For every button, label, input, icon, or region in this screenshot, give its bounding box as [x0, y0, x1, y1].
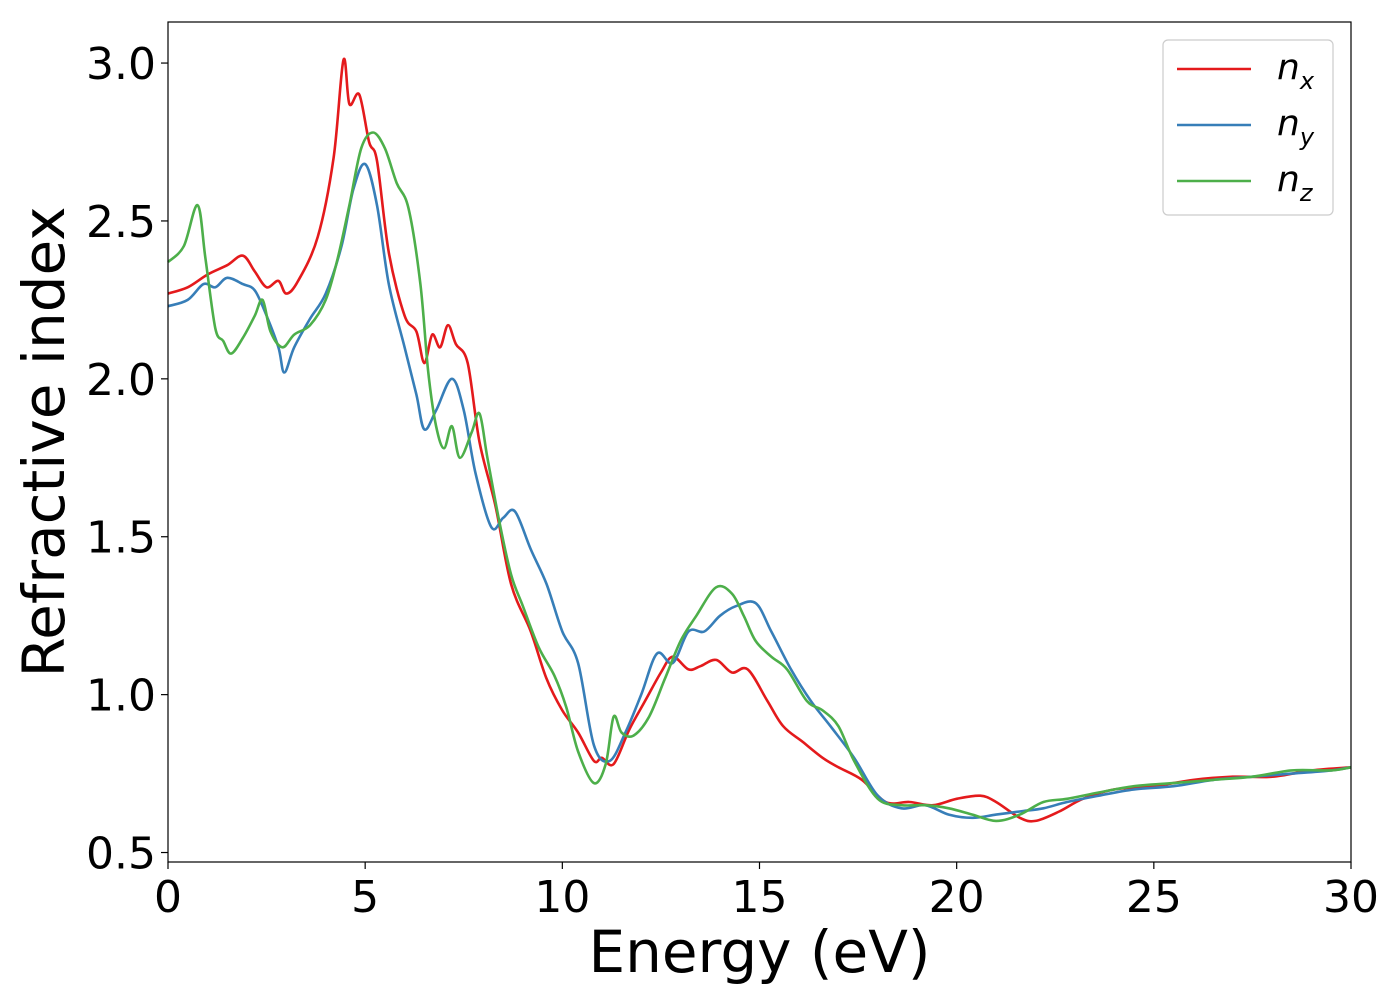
legend-label: nx: [1277, 47, 1315, 95]
x-tick-label: 30: [1323, 872, 1379, 923]
series-line-x: [167, 57, 1352, 823]
y-tick-label: 3.0: [86, 39, 156, 90]
legend-label: nz: [1277, 159, 1314, 207]
x-axis-title: Energy (eV): [588, 918, 930, 986]
y-tick-label: 2.0: [86, 355, 156, 406]
series-line-y: [167, 162, 1352, 820]
y-axis-ticks: 0.5 1.0 1.5 2.0 2.5 3.0: [86, 39, 168, 880]
x-tick-label: 5: [351, 872, 379, 923]
legend: nx ny nz: [1162, 39, 1334, 216]
legend-item-z: nz: [1177, 159, 1314, 207]
x-tick-label: 25: [1126, 872, 1182, 923]
y-tick-label: 2.5: [86, 197, 156, 248]
plot-lines: [167, 57, 1352, 823]
legend-item-y: ny: [1177, 103, 1315, 151]
x-tick-label: 20: [929, 872, 985, 923]
x-tick-label: 10: [534, 872, 590, 923]
series-line-z: [167, 131, 1352, 823]
y-tick-label: 1.5: [86, 513, 156, 564]
legend-box: [1162, 39, 1334, 216]
x-axis-ticks: 0 5 10 15 20 25 30: [154, 862, 1379, 923]
x-tick-label: 0: [154, 872, 182, 923]
y-axis-title: Refractive index: [10, 206, 78, 677]
legend-label: ny: [1277, 103, 1315, 151]
legend-item-x: nx: [1177, 47, 1315, 95]
x-tick-label: 15: [732, 872, 788, 923]
y-tick-label: 0.5: [86, 829, 156, 880]
y-tick-label: 1.0: [86, 671, 156, 722]
